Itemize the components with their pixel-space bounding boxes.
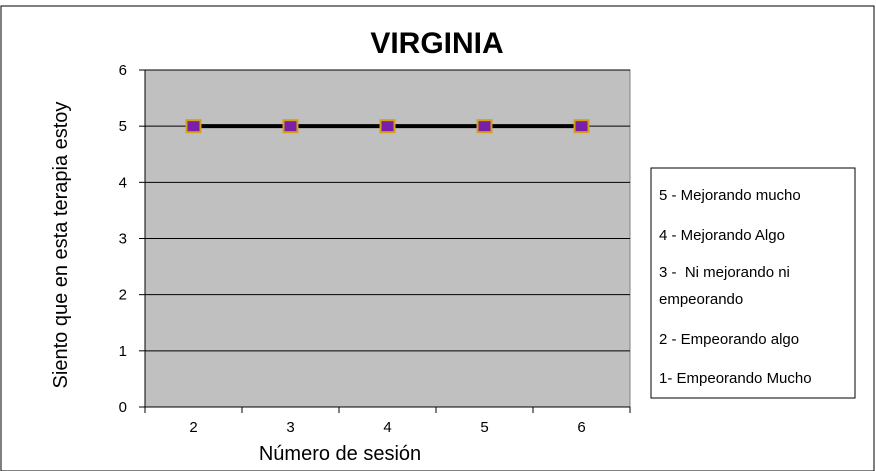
y-axis-label: Siento que en esta terapia estoy — [50, 102, 72, 389]
legend-line-0: 5 - Mejorando mucho — [659, 187, 801, 204]
series — [185, 119, 590, 134]
legend-line-5: 1- Empeorando Mucho — [659, 370, 812, 387]
x-tick-label-3: 3 — [286, 419, 294, 436]
data-point-5 — [476, 119, 493, 134]
x-tick-label-2: 2 — [189, 419, 197, 436]
legend-box — [650, 167, 856, 399]
axes — [139, 69, 631, 413]
legend-line-3: empeorando — [659, 291, 743, 308]
x-tick-label-5: 5 — [480, 419, 488, 436]
data-point-6 — [573, 119, 590, 134]
legend-line-1: 4 - Mejorando Algo — [659, 227, 785, 244]
y-tick-label-2: 2 — [119, 287, 127, 304]
y-tick-label-0: 0 — [119, 399, 127, 416]
y-tick-labels: 0 1 2 3 4 5 6 — [119, 62, 127, 416]
y-tick-label-4: 4 — [119, 174, 127, 191]
y-tick-label-1: 1 — [119, 343, 127, 360]
y-tick-label-5: 5 — [119, 118, 127, 135]
y-tick-label-6: 6 — [119, 62, 127, 79]
y-tick-label-3: 3 — [119, 231, 127, 248]
data-point-3 — [282, 119, 299, 134]
data-point-4 — [379, 119, 396, 134]
x-axis-label: Número de sesión — [259, 443, 421, 465]
x-tick-labels: 2 3 4 5 6 — [189, 419, 585, 436]
chart-title: VIRGINIA — [370, 27, 503, 60]
legend-line-2: 3 - Ni mejorando ni — [659, 264, 790, 281]
x-tick-label-6: 6 — [577, 419, 585, 436]
data-point-2 — [185, 119, 202, 134]
x-tick-label-4: 4 — [383, 419, 391, 436]
legend: 5 - Mejorando mucho 4 - Mejorando Algo 3 -… — [659, 187, 812, 387]
legend-line-4: 2 - Empeorando algo — [659, 331, 799, 348]
